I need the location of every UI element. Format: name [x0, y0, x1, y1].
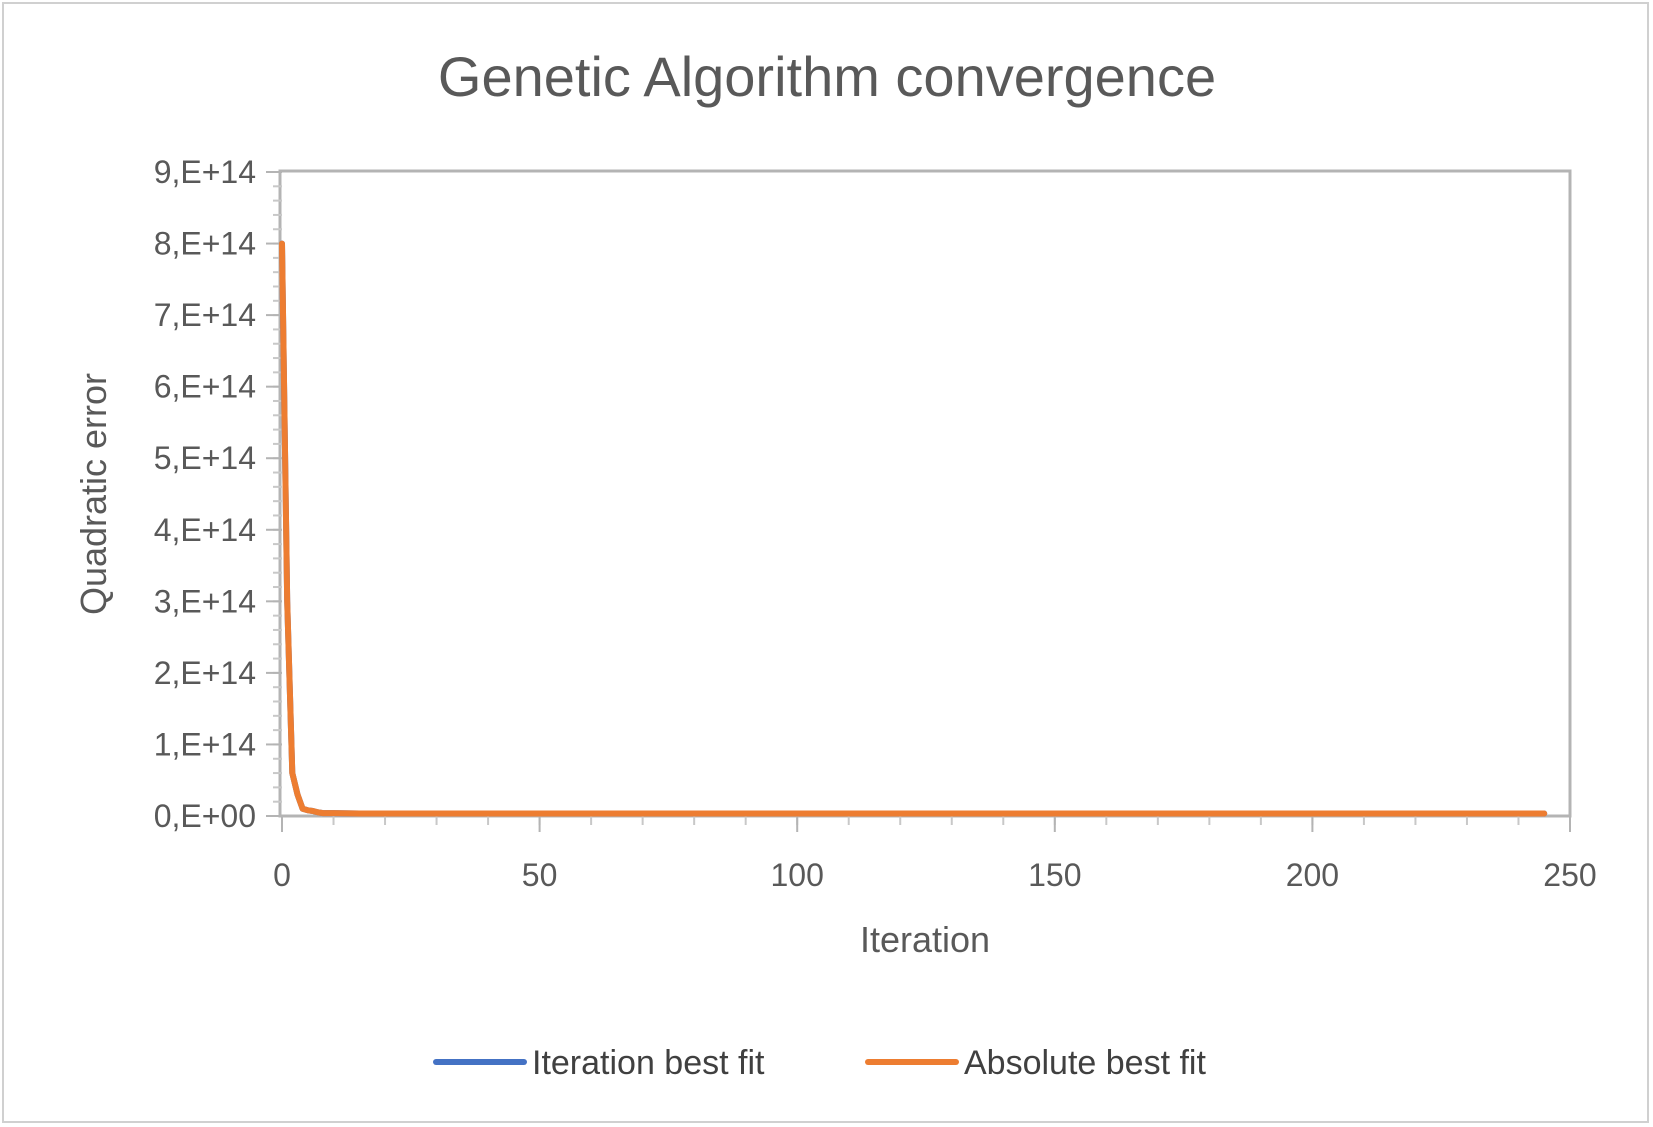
chart-title: Genetic Algorithm convergence	[438, 45, 1216, 108]
y-tick-label: 0,E+00	[154, 798, 256, 834]
legend: Iteration best fit Absolute best fit	[433, 1044, 1206, 1082]
x-tick-label: 200	[1286, 857, 1339, 893]
chart-svg: Genetic Algorithm convergence 0,E+00 1,E+…	[73, 45, 1597, 1082]
plot-area-border	[278, 169, 1572, 818]
x-axis-title: Iteration	[860, 919, 990, 960]
x-tick-label: 250	[1543, 857, 1596, 893]
x-tick-label: 50	[522, 857, 558, 893]
y-tick-label: 7,E+14	[154, 297, 256, 333]
y-tick-label: 1,E+14	[154, 726, 256, 762]
y-tick-label: 4,E+14	[154, 512, 256, 548]
axes: 0,E+00 1,E+14 2,E+14 3,E+14 4,E+14 5,E+14 6,E+…	[154, 154, 1597, 893]
y-tick-label: 5,E+14	[154, 440, 256, 476]
legend-label-1: Absolute best fit	[964, 1044, 1206, 1082]
x-tick-label: 0	[273, 857, 291, 893]
series-line-0	[279, 240, 1548, 817]
series-layer	[279, 240, 1548, 817]
y-tick-label: 3,E+14	[154, 583, 256, 619]
x-tick-label: 100	[771, 857, 824, 893]
y-tick-label: 8,E+14	[154, 226, 256, 262]
legend-label-0: Iteration best fit	[532, 1044, 765, 1082]
y-tick-label: 6,E+14	[154, 369, 256, 405]
series-line-1	[279, 240, 1548, 817]
y-tick-label: 9,E+14	[154, 154, 256, 190]
x-tick-label: 150	[1028, 857, 1081, 893]
y-tick-label: 2,E+14	[154, 655, 256, 691]
y-axis-title: Quadratic error	[73, 373, 114, 615]
